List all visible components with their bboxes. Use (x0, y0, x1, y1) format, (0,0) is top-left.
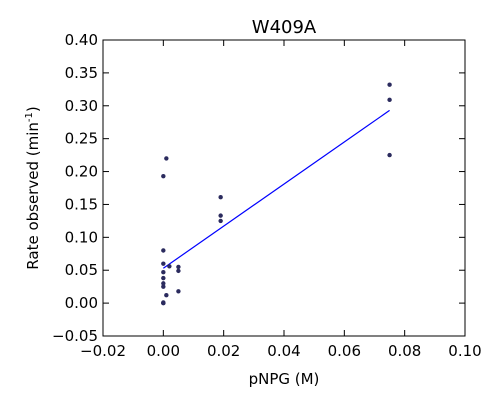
data-point (176, 268, 181, 274)
x-tick-label: 0.08 (388, 342, 421, 360)
y-tick-label: 0.25 (65, 130, 98, 148)
data-point (167, 264, 172, 269)
data-point (161, 248, 166, 253)
axis-ticks: −0.02 0.00 0.02 0.04 0.06 0.08 0.10 −0.05 0.00 0.… (52, 31, 482, 360)
fit-line (162, 109, 390, 269)
data-point (161, 275, 166, 281)
y-axis-title-superscript: -1 (24, 112, 35, 122)
data-point (161, 300, 166, 305)
data-point (164, 156, 169, 161)
y-tick-label: 0.00 (65, 294, 98, 312)
x-tick-label: −0.02 (80, 342, 126, 360)
x-axis-title: pNPG (M) (249, 370, 320, 388)
data-point (387, 82, 392, 87)
y-tick-label: 0.15 (65, 195, 98, 213)
data-point (161, 173, 166, 179)
data-point (387, 152, 392, 158)
data-point (218, 195, 223, 200)
x-tick-label: 0.02 (207, 342, 240, 360)
y-tick-label: 0.40 (65, 31, 98, 49)
y-tick-label: 0.10 (65, 228, 98, 246)
data-point (161, 284, 166, 289)
data-point (218, 218, 223, 224)
y-tick-label: −0.05 (52, 327, 98, 345)
data-point (161, 281, 166, 286)
data-point (387, 97, 392, 103)
plot-marks (161, 82, 392, 306)
x-tick-label: 0.10 (448, 342, 481, 360)
x-tick-label: 0.04 (267, 342, 300, 360)
data-point (218, 213, 223, 218)
y-axis-title: Rate observed (min-1) (24, 106, 42, 269)
y-tick-label: 0.05 (65, 261, 98, 279)
x-tick-label: 0.06 (328, 342, 361, 360)
y-axis-title-suffix: ) (24, 106, 42, 112)
data-point (161, 269, 166, 275)
data-point (161, 261, 166, 266)
y-tick-label: 0.30 (65, 97, 98, 115)
y-tick-label: 0.20 (65, 163, 98, 181)
data-point (176, 289, 181, 294)
x-tick-label: 0.00 (147, 342, 180, 360)
data-point (176, 264, 181, 270)
plot-frame (102, 39, 466, 337)
y-axis-title-prefix: Rate observed (min (24, 122, 42, 270)
chart-title: W409A (252, 17, 317, 38)
data-point (164, 293, 169, 298)
y-tick-label: 0.35 (65, 64, 98, 82)
